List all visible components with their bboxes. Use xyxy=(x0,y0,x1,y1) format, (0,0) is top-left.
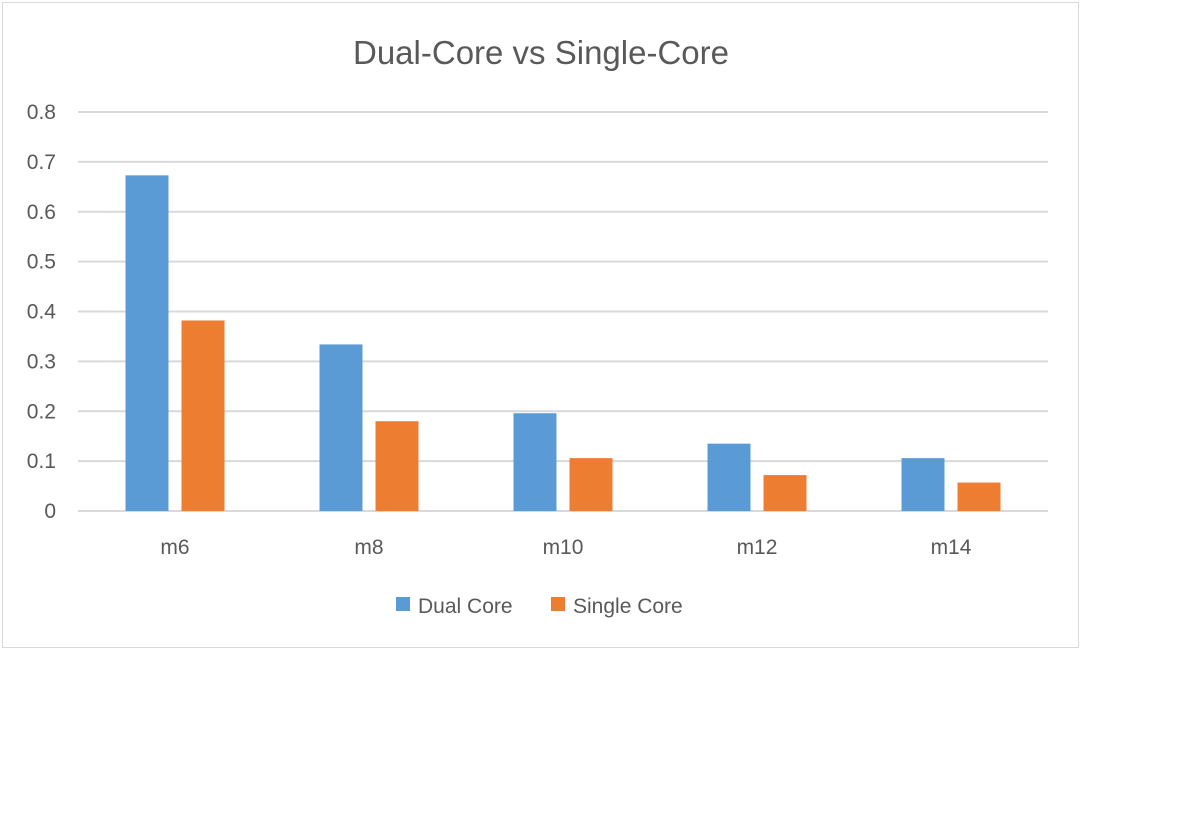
y-tick-label: 0.3 xyxy=(27,350,56,373)
legend: Dual Core Single Core xyxy=(396,595,683,618)
y-tick-label: 0.1 xyxy=(27,450,56,473)
chart-title: Dual-Core vs Single-Core xyxy=(353,34,729,71)
gridlines xyxy=(78,111,1048,512)
bars xyxy=(125,175,1001,511)
y-axis-ticks: 0 0.1 0.2 0.3 0.4 0.5 0.6 0.7 0.8 xyxy=(27,101,57,523)
x-tick-label: m12 xyxy=(737,536,778,559)
bar-dual-core-m6 xyxy=(125,175,169,511)
bar-single-core-m8 xyxy=(375,421,419,511)
legend-swatch-single-core xyxy=(551,597,565,611)
legend-label-single-core: Single Core xyxy=(573,595,683,618)
y-tick-label: 0.7 xyxy=(27,151,56,174)
bar-dual-core-m14 xyxy=(901,458,945,511)
legend-swatch-dual-core xyxy=(396,597,410,611)
bar-single-core-m14 xyxy=(957,482,1001,511)
x-tick-label: m14 xyxy=(931,536,972,559)
y-tick-label: 0.5 xyxy=(27,251,56,274)
bar-single-core-m10 xyxy=(569,458,613,511)
x-tick-label: m10 xyxy=(543,536,584,559)
y-tick-label: 0 xyxy=(44,500,56,523)
x-tick-label: m6 xyxy=(160,536,189,559)
bar-dual-core-m8 xyxy=(319,344,363,511)
y-tick-label: 0.6 xyxy=(27,201,56,224)
bar-single-core-m12 xyxy=(763,475,807,511)
y-tick-label: 0.4 xyxy=(27,301,57,324)
x-tick-label: m8 xyxy=(354,536,383,559)
bar-dual-core-m10 xyxy=(513,413,557,511)
bar-single-core-m6 xyxy=(181,320,225,511)
legend-label-dual-core: Dual Core xyxy=(418,595,513,618)
y-tick-label: 0.2 xyxy=(27,400,56,423)
y-tick-label: 0.8 xyxy=(27,101,56,124)
bar-dual-core-m12 xyxy=(707,443,751,511)
x-axis-ticks: m6 m8 m10 m12 m14 xyxy=(160,536,971,559)
